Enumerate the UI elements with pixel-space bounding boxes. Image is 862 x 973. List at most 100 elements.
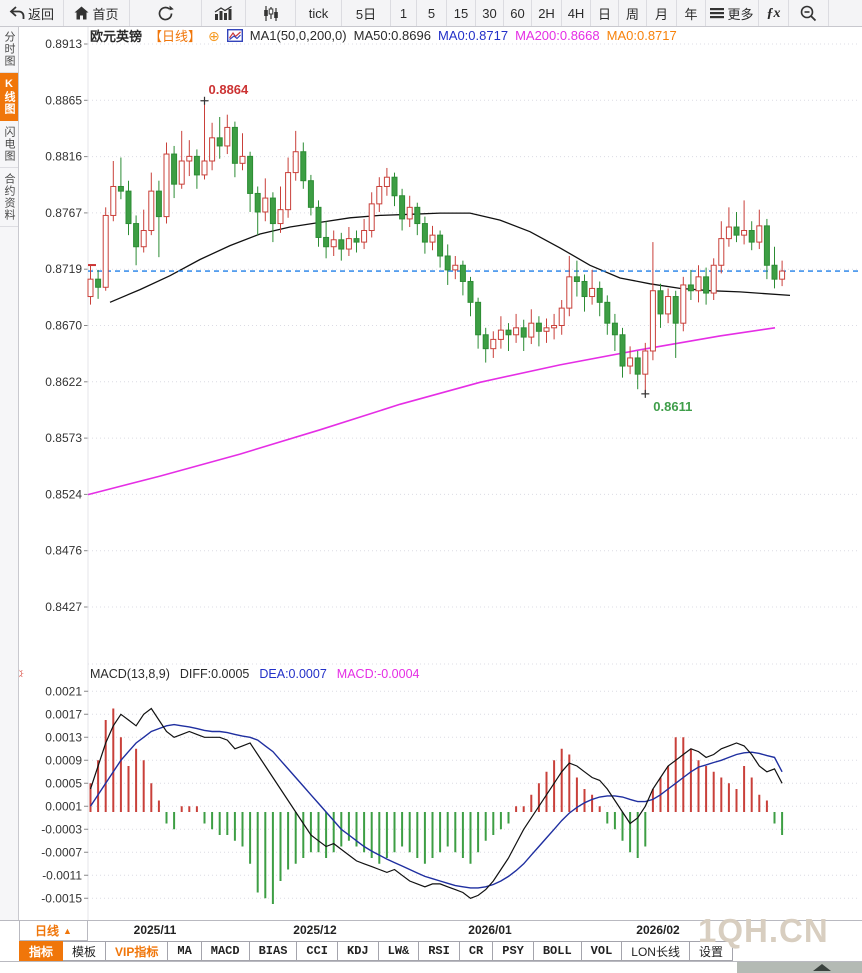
panel-resize-grip[interactable]	[737, 962, 862, 973]
sidebar-tab-闪电图[interactable]: 闪电图	[0, 121, 18, 168]
indicator-header-segment-3: MACD:-0.0004	[336, 666, 420, 681]
indicator-tab-LON长线[interactable]: LON长线	[622, 941, 690, 961]
macd-tick-label: 0.0009	[45, 753, 82, 767]
toolbar-button-周[interactable]: 周	[619, 0, 647, 26]
sidebar-tab-合约资料[interactable]: 合约资料	[0, 168, 18, 227]
symbol-header: 欧元英镑 【日线】 ⊕ MA1(50,0,200,0) MA50:0.8696 MA0:0…	[90, 27, 677, 44]
macd-tick-label: -0.0003	[41, 822, 82, 836]
price-tick-label: 0.8767	[45, 206, 82, 220]
toolbar-button-label: 5	[427, 5, 436, 21]
macd-tick-label: -0.0015	[41, 891, 82, 905]
indicator-tab-CR[interactable]: CR	[459, 941, 494, 961]
macd-tick-label: -0.0011	[42, 868, 82, 882]
indicator-tab-BOLL[interactable]: BOLL	[533, 941, 582, 961]
toolbar-button-label: 周	[625, 6, 639, 22]
toolbar-button-label: 月	[654, 6, 668, 22]
toolbar-button-label: 日	[597, 6, 611, 22]
toolbar-button-candlestick-icon[interactable]	[246, 0, 296, 26]
indicator-header: MACD(13,8,9) DIFF:0.0005 DEA:0.0007 MACD:-0…	[90, 666, 419, 681]
indicator-tab-指标[interactable]: 指标	[19, 941, 64, 961]
macd-tick-label: 0.0005	[45, 776, 82, 790]
toolbar: 返回 首页 tick 5日 1 5 15 30 60 2H 4H 日周月年更多 ƒx	[0, 0, 862, 27]
toolbar-button-refresh-icon[interactable]	[130, 0, 202, 26]
chart-settings-icon[interactable]	[226, 29, 243, 42]
toolbar-button-label: 更多	[727, 6, 754, 22]
toolbar-button-返回[interactable]: 返回	[0, 0, 64, 26]
indicator-tab-BIAS[interactable]: BIAS	[249, 941, 298, 961]
indicator-tab-MA[interactable]: MA	[168, 941, 202, 961]
toolbar-button-月[interactable]: 月	[647, 0, 677, 26]
indicator-tabbar: 指标 模板 VIP指标 MA MACD BIAS CCI KDJ LW& RSI CR PSY BOLL…	[0, 941, 862, 962]
toolbar-button-首页[interactable]: 首页	[64, 0, 130, 26]
toolbar-button-tick[interactable]: tick	[296, 0, 342, 26]
indicator-tab-PSY[interactable]: PSY	[493, 941, 534, 961]
refresh-icon	[157, 5, 174, 22]
indicator-tab-RSI[interactable]: RSI	[419, 941, 460, 961]
macd-tick-label: 0.0017	[45, 707, 82, 721]
macd-tick-label: -0.0007	[41, 845, 82, 859]
macd-tick-label: 0.0001	[45, 799, 82, 813]
toolbar-button-bar-chart-icon[interactable]	[202, 0, 246, 26]
toolbar-button-15[interactable]: 15	[447, 0, 476, 26]
xaxis-tick-label: 2025/11	[133, 923, 177, 937]
indicator-tab-CCI[interactable]: CCI	[297, 941, 339, 961]
period-selector[interactable]: 日线 ▲	[19, 921, 88, 941]
macd-lines	[89, 707, 783, 899]
toolbar-button-label: 60	[510, 5, 525, 21]
xaxis-tick-label: 2026/02	[636, 923, 680, 937]
xaxis-tick-label: 2025/12	[293, 923, 337, 937]
toolbar-button-60[interactable]: 60	[504, 0, 532, 26]
price-tick-label: 0.8622	[45, 375, 82, 389]
macd-histogram	[89, 708, 784, 904]
toolbar-button-zoom-out-icon[interactable]	[789, 0, 829, 26]
indicator-tab-LW&[interactable]: LW&	[378, 941, 420, 961]
indicator-tab-KDJ[interactable]: KDJ	[338, 941, 379, 961]
sidebar-chart-type: 分时图 K线图 闪电图 合约资料	[0, 26, 19, 920]
toolbar-button-1[interactable]: 1	[391, 0, 417, 26]
toolbar-button-5[interactable]: 5	[417, 0, 447, 26]
bottom-strip	[0, 962, 862, 973]
back-arrow-icon	[9, 6, 25, 20]
indicator-header-segment-0: MACD(13,8,9)	[90, 666, 170, 681]
macd-tick-label: 0.0021	[45, 684, 82, 698]
sidebar-tab-分时图[interactable]: 分时图	[0, 26, 18, 73]
price-annotations: 0.8864 0.8611	[200, 82, 692, 414]
indicator-header-segment-1: DIFF:0.0005	[179, 666, 250, 681]
toolbar-button-4H[interactable]: 4H	[562, 0, 591, 26]
add-favorite-icon[interactable]: ⊕	[208, 27, 220, 44]
indicator-tab-设置[interactable]: 设置	[689, 941, 733, 961]
toolbar-button-5日[interactable]: 5日	[342, 0, 391, 26]
toolbar-button-更多[interactable]: 更多	[706, 0, 759, 26]
chevron-up-icon: ▲	[63, 925, 72, 936]
toolbar-button-label: tick	[308, 5, 329, 21]
symbol-header-segment-1: 【日线】	[149, 29, 202, 44]
price-tick-label: 0.8719	[45, 262, 82, 276]
toolbar-button-2H[interactable]: 2H	[532, 0, 562, 26]
sidebar-tab-K线图[interactable]: K线图	[0, 73, 18, 121]
menu-icon	[710, 7, 725, 19]
price-tick-label: 0.8670	[45, 319, 82, 333]
toolbar-button-label: 15	[453, 5, 469, 21]
low-annotation: 0.8611	[653, 399, 692, 414]
toolbar-button-label: 2H	[538, 5, 555, 21]
bar-chart-icon	[214, 6, 233, 20]
xaxis-tick-label: 2026/01	[468, 923, 512, 937]
period-label: 日线	[35, 924, 60, 938]
toolbar-button-label: 4H	[567, 5, 585, 21]
candlestick-icon	[263, 5, 279, 21]
price-tick-label: 0.8573	[45, 431, 82, 445]
price-tick-label: 0.8913	[45, 37, 82, 51]
home-icon	[74, 6, 89, 20]
fx-icon: ƒx	[766, 5, 781, 21]
chart-canvas[interactable]: 0.8913 0.8865 0.8816 0.8767 0.8719 0.8670 0.86…	[0, 0, 862, 920]
macd-axis-labels: 0.0021 0.0017 0.0013 0.0009 0.0005 0.0001 -0.0…	[41, 684, 82, 905]
toolbar-button-fx-icon[interactable]: ƒx	[759, 0, 789, 26]
toolbar-button-年[interactable]: 年	[677, 0, 706, 26]
toolbar-button-日[interactable]: 日	[591, 0, 619, 26]
indicator-tab-MACD[interactable]: MACD	[201, 941, 250, 961]
indicator-tab-模板[interactable]: 模板	[63, 941, 107, 961]
indicator-tab-VOL[interactable]: VOL	[581, 941, 623, 961]
indicator-tab-VIP指标[interactable]: VIP指标	[106, 941, 169, 961]
symbol-header-segment-7: MA200:0.8668	[515, 28, 600, 43]
toolbar-button-30[interactable]: 30	[476, 0, 504, 26]
